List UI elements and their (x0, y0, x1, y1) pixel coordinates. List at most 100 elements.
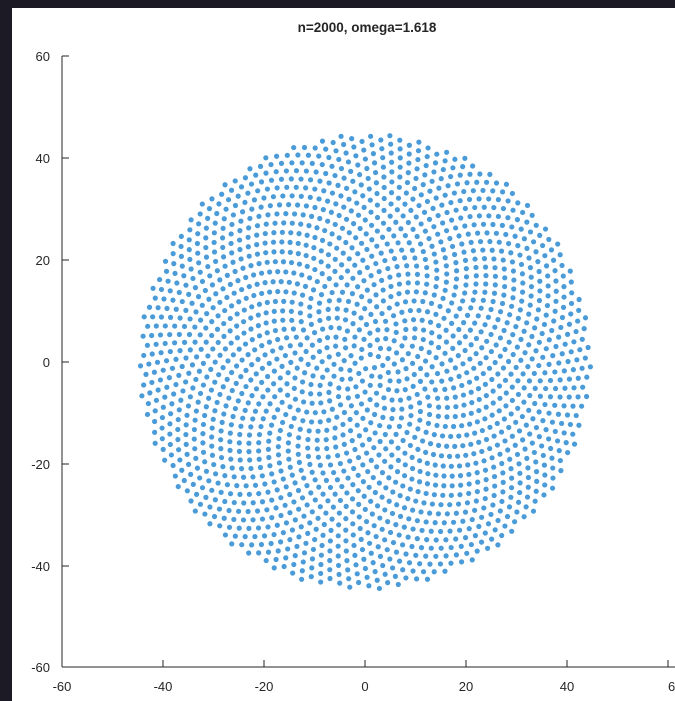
scatter-point (352, 262, 358, 268)
scatter-point (321, 409, 327, 415)
scatter-point (346, 196, 352, 202)
scatter-point (146, 361, 152, 367)
scatter-point (410, 568, 416, 574)
scatter-point (145, 400, 151, 407)
scatter-point (256, 401, 262, 407)
scatter-point (506, 339, 512, 345)
scatter-point (417, 458, 423, 464)
scatter-point (333, 201, 339, 207)
scatter-point (355, 454, 362, 461)
scatter-point (409, 343, 415, 349)
scatter-point (462, 347, 468, 354)
scatter-point (345, 298, 352, 305)
scatter-point (147, 390, 153, 396)
scatter-point (417, 561, 423, 567)
scatter-point (325, 306, 331, 313)
scatter-point (150, 314, 156, 320)
scatter-point (308, 574, 314, 580)
scatter-point (350, 321, 356, 327)
scatter-point (303, 168, 309, 174)
scatter-point (169, 401, 175, 407)
scatter-point (257, 464, 264, 471)
scatter-point (162, 258, 169, 264)
scatter-point (508, 371, 514, 377)
scatter-point (432, 387, 438, 393)
scatter-point (546, 337, 552, 343)
scatter-point (263, 408, 269, 414)
scatter-point (167, 431, 173, 437)
scatter-point (352, 334, 358, 340)
scatter-point (470, 248, 476, 254)
scatter-point (185, 403, 192, 409)
scatter-point (169, 365, 176, 371)
scatter-point (172, 270, 178, 277)
scatter-point (579, 403, 585, 409)
scatter-point (278, 345, 284, 351)
scatter-point (277, 375, 283, 381)
scatter-point (431, 292, 437, 298)
scatter-point (339, 289, 346, 295)
scatter-point (296, 534, 302, 540)
scatter-point (222, 498, 228, 505)
scatter-point (414, 271, 421, 277)
scatter-point (161, 296, 167, 302)
scatter-point (452, 365, 458, 371)
scatter-point (246, 440, 252, 446)
scatter-point (295, 487, 302, 494)
scatter-point (223, 403, 229, 409)
scatter-point (370, 474, 376, 481)
scatter-point (152, 295, 158, 301)
scatter-point (493, 342, 499, 348)
scatter-point (388, 190, 395, 196)
scatter-point (433, 553, 439, 559)
scatter-point (479, 448, 485, 455)
scatter-point (334, 306, 340, 312)
scatter-point (536, 339, 542, 345)
scatter-point (552, 428, 558, 435)
scatter-point (487, 445, 493, 452)
scatter-point (442, 423, 448, 430)
scatter-point (417, 365, 424, 372)
scatter-point (326, 154, 332, 161)
scatter-point (513, 419, 519, 425)
scatter-point (267, 430, 273, 436)
scatter-point (368, 420, 374, 426)
scatter-point (200, 449, 207, 455)
scatter-point (268, 540, 274, 547)
scatter-point (183, 355, 189, 361)
scatter-point (256, 261, 262, 267)
scatter-point (511, 519, 518, 525)
scatter-point (350, 275, 356, 281)
scatter-point (379, 146, 385, 152)
scatter-point (532, 498, 538, 504)
scatter-point (254, 508, 261, 514)
scatter-point (291, 144, 297, 151)
scatter-point (494, 420, 500, 427)
scatter-point (285, 370, 291, 376)
scatter-point (393, 522, 399, 528)
scatter-point (397, 397, 404, 403)
scatter-point (413, 263, 420, 269)
scatter-point (283, 520, 290, 526)
scatter-point (162, 323, 168, 329)
scatter-point (489, 536, 495, 542)
scatter-point (377, 515, 383, 521)
scatter-point (382, 507, 388, 513)
scatter-point (262, 481, 268, 487)
scatter-point (423, 519, 429, 525)
scatter-point (410, 196, 416, 202)
scatter-point (502, 438, 508, 444)
scatter-point (291, 385, 297, 392)
scatter-point (456, 233, 462, 239)
scatter-point (490, 188, 496, 194)
scatter-point (498, 248, 505, 254)
scatter-point (279, 239, 285, 245)
scatter-point (226, 524, 233, 530)
scatter-point (172, 340, 178, 346)
scatter-point (179, 467, 185, 473)
scatter-point (374, 503, 381, 509)
scatter-point (457, 492, 463, 498)
scatter-point (508, 411, 514, 417)
scatter-point (482, 416, 488, 422)
scatter-point (579, 365, 585, 371)
